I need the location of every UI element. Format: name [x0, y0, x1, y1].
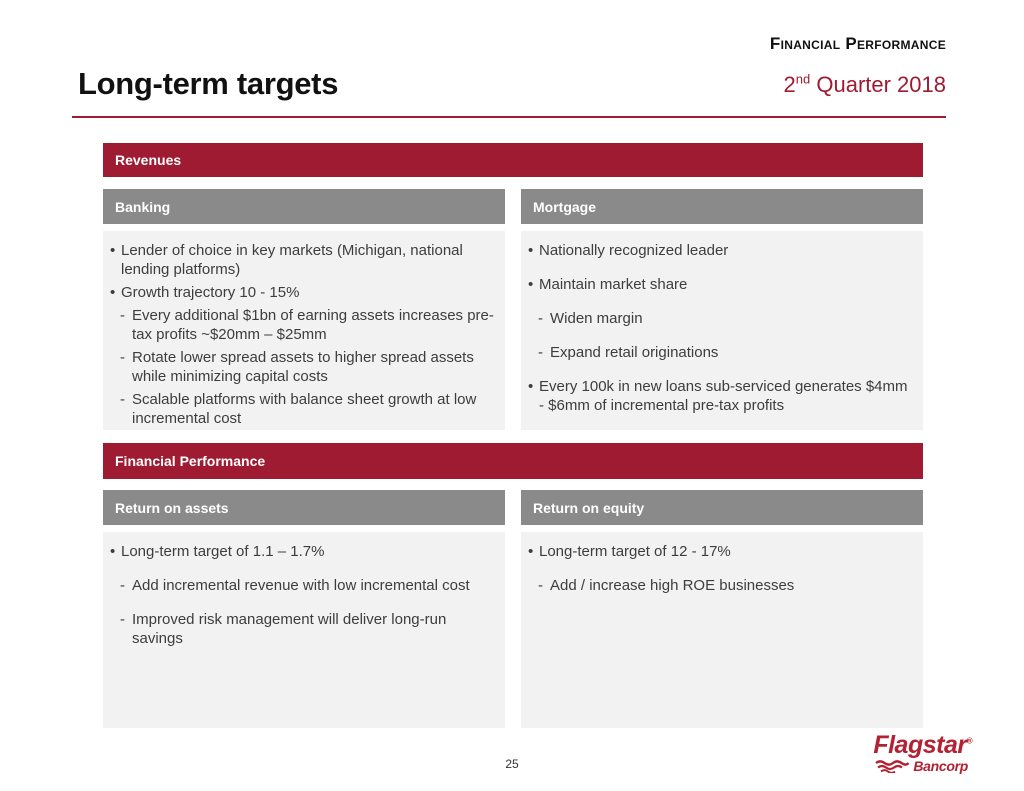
roe-column: Return on equity • Long-term target of 12…	[521, 490, 923, 728]
dash-icon: -	[120, 577, 125, 594]
bullet-item: • Long-term target of 12 - 17%	[528, 542, 915, 561]
banking-header: Banking	[103, 189, 505, 224]
bullet-item: - Add / increase high ROE businesses	[538, 576, 915, 595]
dash-icon: -	[120, 307, 125, 324]
bullet-item: • Maintain market share	[528, 275, 915, 294]
bullet-icon: •	[528, 543, 534, 560]
content-area: Revenues Banking • Lender of choice in ke…	[103, 143, 923, 728]
mortgage-header: Mortgage	[521, 189, 923, 224]
bullet-item: - Widen margin	[538, 309, 915, 328]
bullet-text: Lender of choice in key markets (Michiga…	[121, 242, 463, 278]
roe-header: Return on equity	[521, 490, 923, 525]
logo-bancorp: Bancorp	[913, 758, 969, 774]
roe-panel: • Long-term target of 12 - 17% - Add / incr…	[521, 532, 923, 728]
bullet-text: Expand retail originations	[550, 344, 719, 361]
flag-waves-icon	[875, 759, 910, 773]
roa-column: Return on assets • Long-term target of 1.…	[103, 490, 505, 728]
title-divider	[72, 116, 946, 118]
bullet-text: Growth trajectory 10 - 15%	[121, 284, 300, 301]
logo-wordmark: Flagstar®	[873, 733, 972, 758]
bullet-icon: •	[110, 543, 116, 560]
bullet-icon: •	[528, 276, 534, 293]
banner-financial-performance: Financial Performance	[103, 443, 923, 479]
quarter-rest: Quarter 2018	[810, 72, 946, 97]
bullet-item: • Every 100k in new loans sub-serviced ge…	[528, 377, 915, 415]
revenues-columns: Banking • Lender of choice in key markets…	[103, 189, 923, 430]
bullet-text: Improved risk management will deliver lo…	[132, 611, 447, 647]
dash-icon: -	[538, 344, 543, 361]
bullet-item: - Scalable platforms with balance sheet g…	[120, 390, 497, 428]
roa-panel: • Long-term target of 1.1 – 1.7% - Add incr…	[103, 532, 505, 728]
page-title: Long-term targets	[78, 66, 339, 101]
bullet-text: Long-term target of 12 - 17%	[539, 543, 731, 560]
bullet-text: Nationally recognized leader	[539, 242, 729, 259]
bullet-item: - Expand retail originations	[538, 343, 915, 362]
banner-revenues: Revenues	[103, 143, 923, 177]
bullet-item: - Add incremental revenue with low increm…	[120, 576, 497, 595]
dash-icon: -	[120, 611, 125, 628]
bullet-text: Rotate lower spread assets to higher spr…	[132, 349, 474, 385]
bullet-icon: •	[528, 378, 534, 395]
banking-panel: • Lender of choice in key markets (Michig…	[103, 231, 505, 430]
quarter-number: 2	[783, 72, 796, 97]
bullet-icon: •	[528, 242, 534, 259]
bullet-text: Every 100k in new loans sub-serviced gen…	[539, 378, 908, 414]
bullet-icon: •	[110, 242, 116, 259]
bullet-icon: •	[110, 284, 116, 301]
mortgage-panel: • Nationally recognized leader • Maintain m…	[521, 231, 923, 430]
bullet-item: • Long-term target of 1.1 – 1.7%	[110, 542, 497, 561]
registered-mark-icon: ®	[966, 736, 973, 746]
logo-name: Flagstar	[873, 731, 967, 759]
bullet-item: • Nationally recognized leader	[528, 241, 915, 260]
dash-icon: -	[538, 310, 543, 327]
bullet-text: Maintain market share	[539, 276, 688, 293]
bullet-item: - Improved risk management will deliver l…	[120, 610, 497, 648]
bullet-text: Add incremental revenue with low increme…	[132, 577, 470, 594]
flagstar-logo: Flagstar® Bancorp	[873, 733, 972, 774]
roa-header: Return on assets	[103, 490, 505, 525]
bullet-text: Every additional $1bn of earning assets …	[132, 307, 494, 343]
banking-column: Banking • Lender of choice in key markets…	[103, 189, 505, 430]
bullet-text: Scalable platforms with balance sheet gr…	[132, 391, 477, 427]
dash-icon: -	[120, 349, 125, 366]
bullet-item: • Growth trajectory 10 - 15%	[110, 283, 497, 302]
bullet-item: - Rotate lower spread assets to higher sp…	[120, 348, 497, 386]
bullet-item: • Lender of choice in key markets (Michig…	[110, 241, 497, 279]
quarter-ordinal: nd	[795, 71, 811, 87]
logo-subline: Bancorp	[875, 759, 972, 773]
eyebrow-section-label: Financial Performance	[769, 34, 946, 53]
bullet-item: - Every additional $1bn of earning assets…	[120, 306, 497, 344]
bullet-text: Add / increase high ROE businesses	[550, 577, 795, 594]
quarter-label: 2nd Quarter 2018	[784, 72, 946, 98]
dash-icon: -	[538, 577, 543, 594]
bullet-text: Widen margin	[550, 310, 643, 327]
page-number: 25	[505, 757, 519, 771]
bullet-text: Long-term target of 1.1 – 1.7%	[121, 543, 325, 560]
mortgage-column: Mortgage • Nationally recognized leader • M…	[521, 189, 923, 430]
performance-columns: Return on assets • Long-term target of 1.…	[103, 490, 923, 728]
dash-icon: -	[120, 391, 125, 408]
